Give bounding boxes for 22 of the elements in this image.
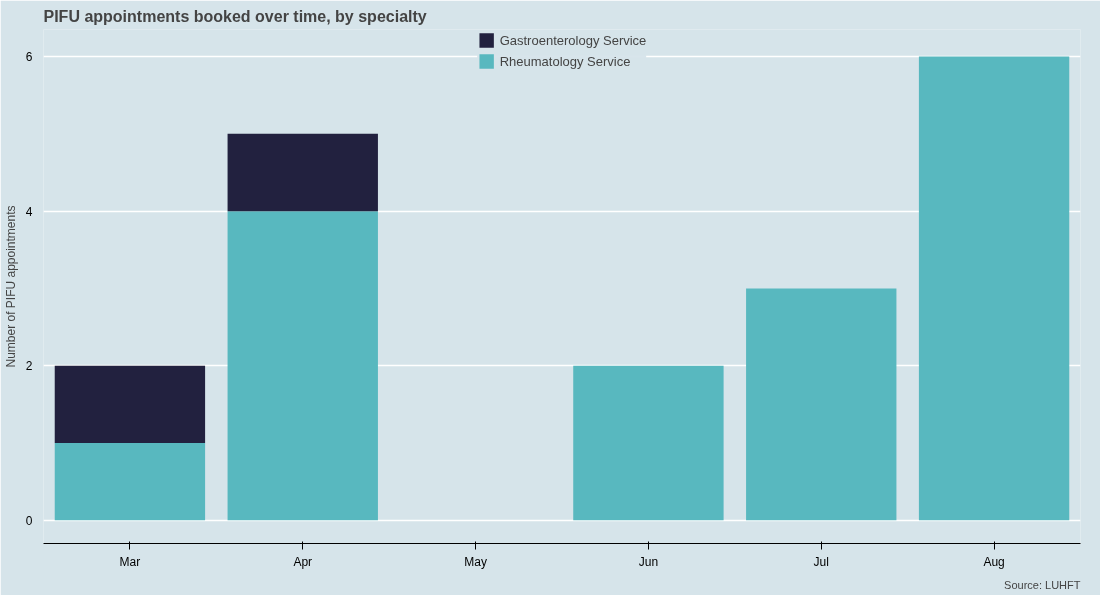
source-note: Source: LUHFT [1004, 578, 1081, 591]
bar [227, 211, 378, 521]
x-tick-label: Jun [638, 554, 659, 569]
x-tick-label: Aug [983, 554, 1005, 569]
x-tick-label: Jul [813, 554, 829, 569]
x-tick-label: May [464, 554, 487, 569]
legend-label: Gastroenterology Service [499, 32, 647, 48]
bar [54, 443, 206, 521]
y-axis-title: Number of PIFU appointments [3, 205, 18, 368]
bar [746, 288, 897, 521]
bar [918, 56, 1070, 521]
bar [573, 365, 724, 521]
y-tick-label: 2 [25, 359, 33, 374]
x-tick-label: Apr [293, 554, 313, 569]
bar [54, 365, 206, 444]
chart-title: PIFU appointments booked over time, by specialty [43, 7, 427, 25]
y-tick-label: 6 [25, 50, 33, 65]
legend-label: Rheumatology Service [499, 53, 631, 69]
x-tick-label: Mar [119, 554, 141, 569]
bar [227, 133, 378, 212]
y-tick-label: 4 [25, 204, 33, 219]
y-tick-label: 0 [25, 513, 33, 528]
